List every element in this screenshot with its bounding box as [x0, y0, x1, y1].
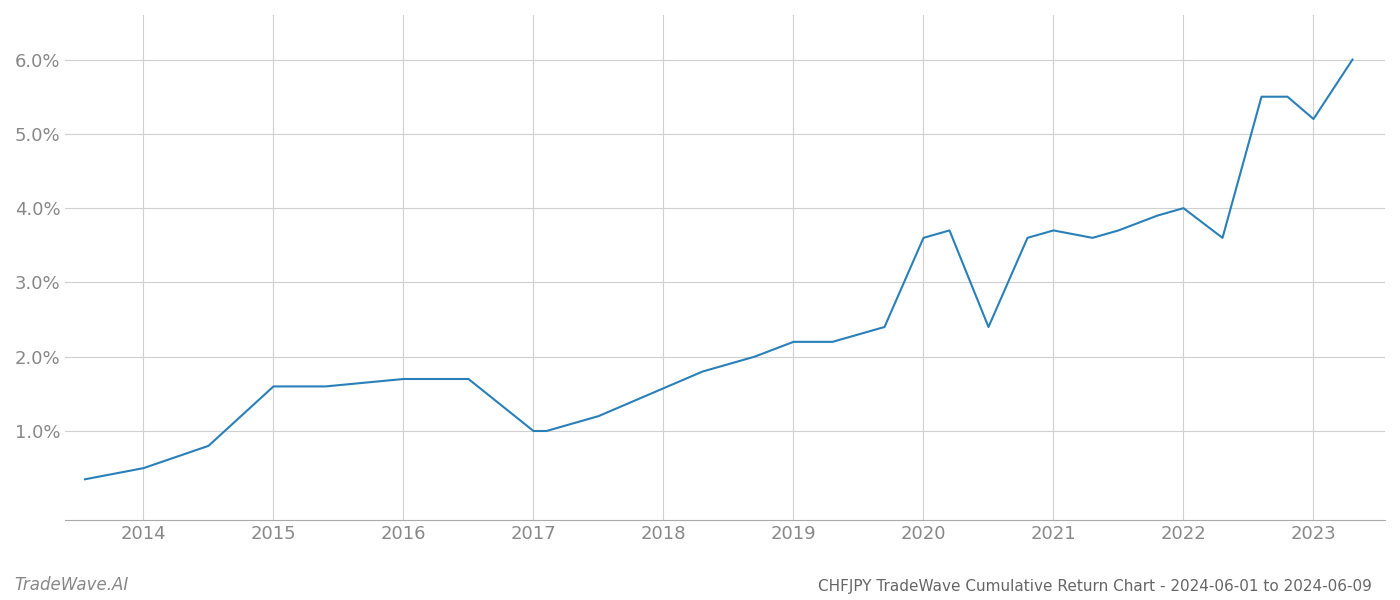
Text: CHFJPY TradeWave Cumulative Return Chart - 2024-06-01 to 2024-06-09: CHFJPY TradeWave Cumulative Return Chart… — [818, 579, 1372, 594]
Text: TradeWave.AI: TradeWave.AI — [14, 576, 129, 594]
